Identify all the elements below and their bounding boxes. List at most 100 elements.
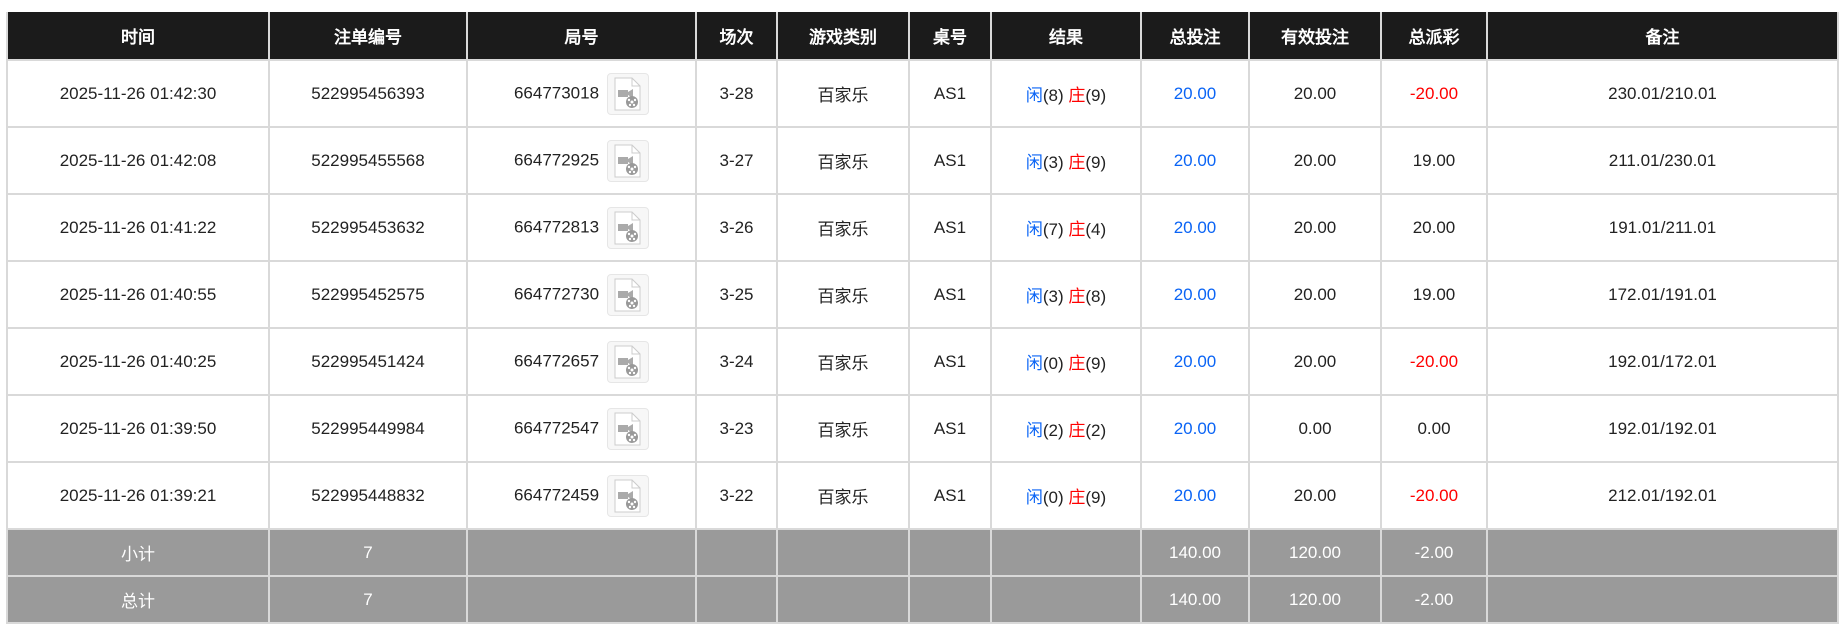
- empty-cell: [466, 575, 697, 624]
- subtotal-valid-bet: 120.00: [1248, 528, 1382, 577]
- payout-cell: 19.00: [1380, 260, 1488, 329]
- round-cell: 664772657: [466, 327, 697, 396]
- table-no-cell: AS1: [908, 461, 992, 530]
- video-file-icon[interactable]: [607, 273, 650, 316]
- banker-score: (9): [1085, 86, 1107, 105]
- shoe-cell: 3-27: [695, 126, 778, 195]
- bet-id-cell: 522995456393: [268, 59, 468, 128]
- remark-cell: 212.01/192.01: [1486, 461, 1839, 530]
- time-cell: 2025-11-26 01:42:30: [6, 59, 270, 128]
- subtotal-label: 小计: [6, 528, 270, 577]
- table-no-cell: AS1: [908, 126, 992, 195]
- video-file-icon[interactable]: [607, 139, 650, 182]
- player-score: (0): [1042, 354, 1064, 373]
- remark-cell: 230.01/210.01: [1486, 59, 1839, 128]
- shoe-cell: 3-23: [695, 394, 778, 463]
- bet-id-cell: 522995453632: [268, 193, 468, 262]
- table-row: 2025-11-26 01:39:50 522995449984 664772547…: [6, 394, 1839, 463]
- round-number: 664772813: [513, 216, 600, 236]
- shoe-cell: 3-26: [695, 193, 778, 262]
- result-cell: 闲(0) 庄(9): [990, 461, 1142, 530]
- round-number: 664773018: [513, 82, 600, 102]
- empty-cell: [776, 528, 910, 577]
- grandtotal-count: 7: [268, 575, 468, 624]
- grandtotal-label: 总计: [6, 575, 270, 624]
- game-type-cell: 百家乐: [776, 193, 910, 262]
- banker-label: 庄: [1068, 488, 1086, 507]
- subtotal-row: 小计 7 140.00 120.00 -2.00: [6, 528, 1839, 577]
- table-row: 2025-11-26 01:39:21 522995448832 664772459…: [6, 461, 1839, 530]
- header-time: 时间: [6, 12, 270, 61]
- video-file-icon[interactable]: [607, 206, 650, 249]
- shoe-cell: 3-22: [695, 461, 778, 530]
- table-row: 2025-11-26 01:42:30 522995456393 664773018…: [6, 59, 1839, 128]
- result-cell: 闲(8) 庄(9): [990, 59, 1142, 128]
- table-row: 2025-11-26 01:42:08 522995455568 664772925…: [6, 126, 1839, 195]
- player-score: (0): [1042, 488, 1064, 507]
- round-number: 664772657: [513, 350, 600, 370]
- header-payout: 总派彩: [1380, 12, 1488, 61]
- time-cell: 2025-11-26 01:39:21: [6, 461, 270, 530]
- empty-cell: [908, 575, 992, 624]
- valid-bet-cell: 0.00: [1248, 394, 1382, 463]
- header-round: 局号: [466, 12, 697, 61]
- subtotal-payout: -2.00: [1380, 528, 1488, 577]
- total-bet-cell: 20.00: [1140, 260, 1250, 329]
- bet-id-cell: 522995449984: [268, 394, 468, 463]
- player-score: (3): [1042, 153, 1064, 172]
- banker-label: 庄: [1068, 287, 1086, 306]
- table-row: 2025-11-26 01:40:55 522995452575 664772730…: [6, 260, 1839, 329]
- round-cell: 664772813: [466, 193, 697, 262]
- grandtotal-payout: -2.00: [1380, 575, 1488, 624]
- round-number: 664772730: [513, 283, 600, 303]
- player-label: 闲: [1025, 153, 1043, 172]
- player-score: (2): [1042, 421, 1064, 440]
- table-no-cell: AS1: [908, 260, 992, 329]
- player-score: (3): [1042, 287, 1064, 306]
- banker-label: 庄: [1068, 354, 1086, 373]
- result-cell: 闲(3) 庄(9): [990, 126, 1142, 195]
- banker-score: (9): [1085, 153, 1107, 172]
- video-file-icon[interactable]: [607, 340, 650, 383]
- table-header: 时间 注单编号 局号 场次 游戏类别 桌号 结果 总投注 有效投注 总派彩 备注: [6, 12, 1839, 61]
- remark-cell: 211.01/230.01: [1486, 126, 1839, 195]
- time-cell: 2025-11-26 01:42:08: [6, 126, 270, 195]
- header-bet-id: 注单编号: [268, 12, 468, 61]
- empty-cell: [466, 528, 697, 577]
- game-type-cell: 百家乐: [776, 461, 910, 530]
- total-bet-cell: 20.00: [1140, 193, 1250, 262]
- empty-cell: [776, 575, 910, 624]
- player-label: 闲: [1025, 421, 1043, 440]
- round-number: 664772925: [513, 149, 600, 169]
- payout-cell: 20.00: [1380, 193, 1488, 262]
- valid-bet-cell: 20.00: [1248, 193, 1382, 262]
- bet-records-table: 时间 注单编号 局号 场次 游戏类别 桌号 结果 总投注 有效投注 总派彩 备注 2025-11-2…: [6, 12, 1839, 624]
- video-file-icon[interactable]: [607, 474, 650, 517]
- game-type-cell: 百家乐: [776, 59, 910, 128]
- grandtotal-valid-bet: 120.00: [1248, 575, 1382, 624]
- banker-score: (9): [1085, 488, 1107, 507]
- player-label: 闲: [1025, 287, 1043, 306]
- shoe-cell: 3-24: [695, 327, 778, 396]
- banker-label: 庄: [1068, 86, 1086, 105]
- video-file-icon[interactable]: [607, 407, 650, 450]
- time-cell: 2025-11-26 01:40:25: [6, 327, 270, 396]
- total-bet-cell: 20.00: [1140, 394, 1250, 463]
- header-game-type: 游戏类别: [776, 12, 910, 61]
- round-cell: 664772925: [466, 126, 697, 195]
- empty-cell: [695, 528, 778, 577]
- time-cell: 2025-11-26 01:41:22: [6, 193, 270, 262]
- video-file-icon[interactable]: [607, 72, 650, 115]
- header-valid-bet: 有效投注: [1248, 12, 1382, 61]
- bet-id-cell: 522995452575: [268, 260, 468, 329]
- table-no-cell: AS1: [908, 327, 992, 396]
- empty-cell: [990, 528, 1142, 577]
- banker-label: 庄: [1068, 153, 1086, 172]
- valid-bet-cell: 20.00: [1248, 260, 1382, 329]
- banker-label: 庄: [1068, 220, 1086, 239]
- remark-cell: 192.01/172.01: [1486, 327, 1839, 396]
- banker-score: (9): [1085, 354, 1107, 373]
- subtotal-total-bet: 140.00: [1140, 528, 1250, 577]
- game-type-cell: 百家乐: [776, 394, 910, 463]
- valid-bet-cell: 20.00: [1248, 461, 1382, 530]
